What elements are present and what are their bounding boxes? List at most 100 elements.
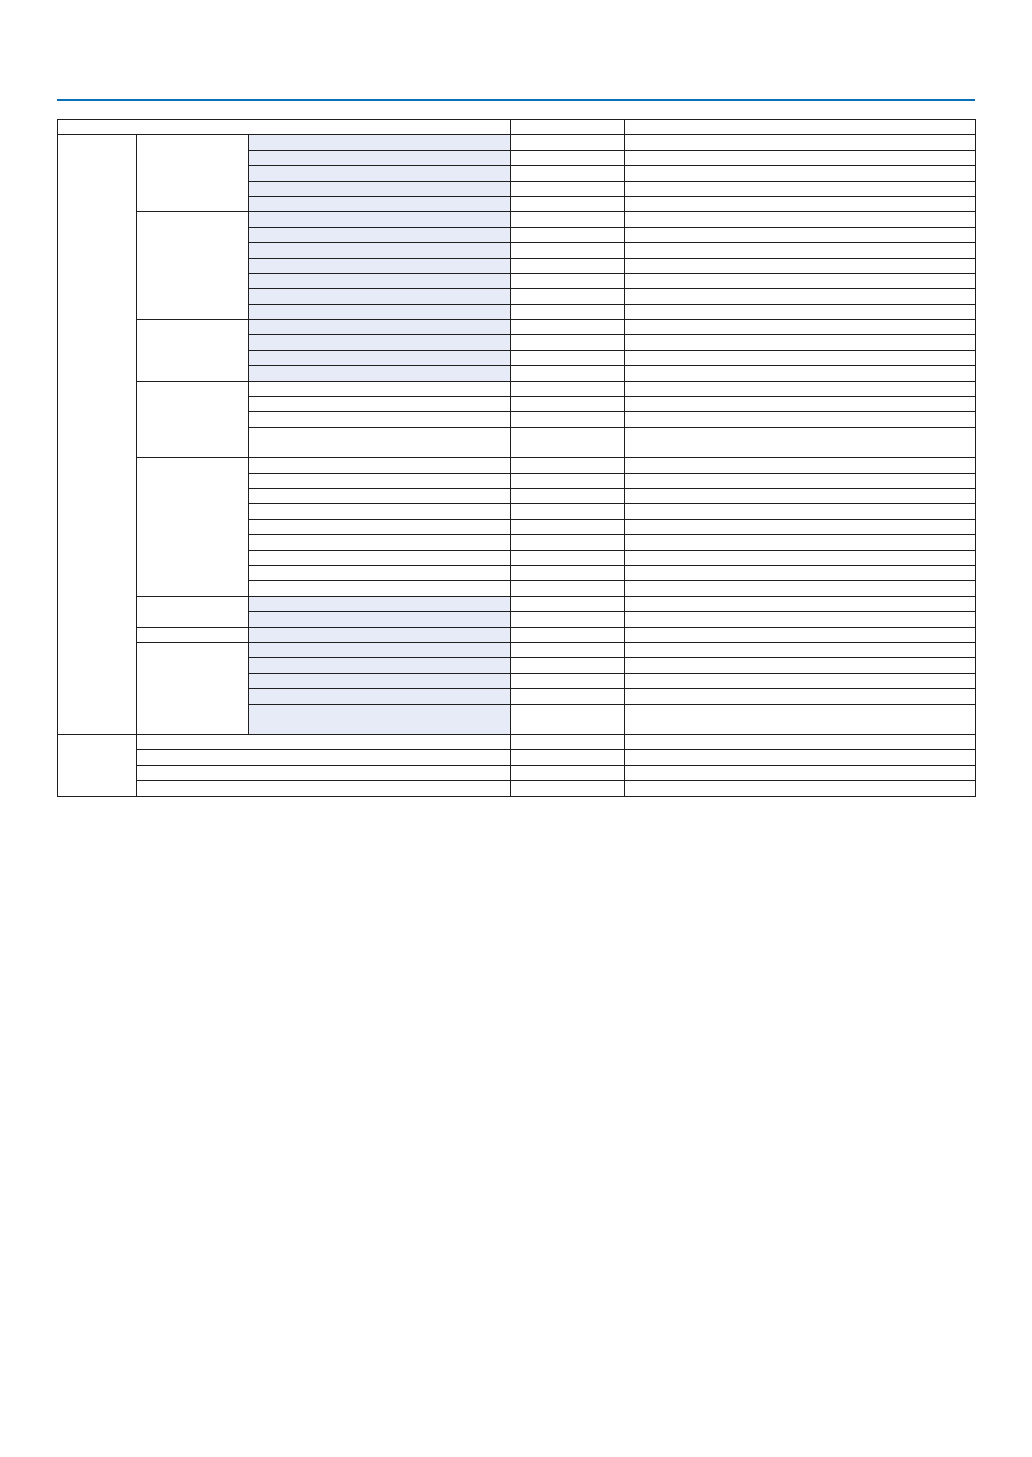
item-cell — [247, 319, 512, 336]
default-cell — [510, 272, 626, 290]
description-cell — [624, 303, 977, 321]
default-cell — [510, 134, 626, 151]
default-cell — [510, 365, 626, 382]
description-cell — [624, 411, 977, 428]
default-cell — [510, 749, 626, 766]
item-cell — [247, 549, 512, 567]
group-label-cell — [136, 134, 249, 213]
menu-table — [56, 118, 977, 797]
default-cell — [510, 396, 626, 413]
description-cell — [624, 503, 977, 520]
table-row — [58, 780, 977, 797]
item-cell — [247, 134, 512, 151]
section-label-cell — [57, 734, 137, 797]
default-cell — [510, 688, 626, 705]
item-cell — [135, 780, 512, 797]
item-cell — [247, 518, 512, 536]
default-cell — [510, 534, 626, 551]
table-row — [58, 349, 977, 367]
item-cell — [135, 734, 512, 751]
table-row — [58, 334, 977, 351]
item-cell — [135, 749, 512, 766]
default-cell — [510, 626, 626, 644]
item-cell — [247, 703, 512, 736]
description-cell — [624, 365, 977, 382]
default-cell — [510, 288, 626, 305]
default-cell — [510, 180, 626, 197]
default-cell — [510, 257, 626, 274]
description-cell — [624, 334, 977, 351]
description-cell — [624, 288, 977, 305]
description-cell — [624, 257, 977, 274]
table-row — [58, 211, 977, 321]
item-cell — [247, 242, 512, 259]
item-cell — [247, 226, 512, 244]
group-label-cell — [136, 595, 249, 628]
table-row — [58, 764, 977, 782]
description-cell — [624, 242, 977, 259]
description-cell — [624, 472, 977, 490]
item-cell — [247, 488, 512, 505]
table-row — [58, 411, 977, 428]
item-cell — [247, 365, 512, 382]
section-label-cell — [57, 134, 137, 736]
description-cell — [624, 611, 977, 628]
default-cell — [510, 411, 626, 428]
description-cell — [624, 518, 977, 536]
description-cell — [624, 488, 977, 505]
default-cell — [510, 703, 626, 736]
item-cell — [247, 195, 512, 213]
header-cell-description — [624, 118, 977, 136]
default-cell — [510, 580, 626, 597]
description-cell — [624, 703, 977, 736]
description-cell — [624, 149, 977, 167]
description-cell — [624, 380, 977, 398]
default-cell — [510, 549, 626, 567]
table-row — [58, 534, 977, 551]
description-cell — [624, 688, 977, 705]
item-cell — [247, 657, 512, 674]
description-cell — [624, 134, 977, 151]
table-body — [56, 118, 977, 797]
table-row — [58, 396, 977, 413]
item-cell — [247, 334, 512, 351]
header-cell-item — [56, 118, 512, 136]
item-cell — [135, 764, 512, 782]
description-cell — [624, 734, 977, 751]
table-row — [58, 641, 977, 736]
group-label-cell — [136, 641, 249, 736]
default-cell — [510, 457, 626, 474]
item-cell — [247, 149, 512, 167]
table-row — [57, 734, 977, 797]
table-row — [58, 180, 977, 197]
description-cell — [624, 780, 977, 797]
item-cell — [247, 534, 512, 551]
default-cell — [510, 672, 626, 690]
table-row — [58, 303, 977, 321]
item-cell — [247, 288, 512, 305]
table-row — [58, 595, 977, 628]
table-row — [58, 688, 977, 705]
default-cell — [510, 211, 626, 228]
default-cell — [510, 565, 626, 582]
default-cell — [510, 226, 626, 244]
description-cell — [624, 426, 977, 459]
item-cell — [247, 503, 512, 520]
description-cell — [624, 672, 977, 690]
item-cell — [247, 165, 512, 182]
group-label-cell — [136, 211, 249, 321]
table-row — [58, 703, 977, 736]
description-cell — [624, 595, 977, 613]
description-cell — [624, 195, 977, 213]
default-cell — [510, 764, 626, 782]
default-cell — [510, 657, 626, 674]
item-cell — [247, 672, 512, 690]
default-cell — [510, 734, 626, 751]
default-cell — [510, 426, 626, 459]
default-cell — [510, 349, 626, 367]
description-cell — [624, 626, 977, 644]
table-row — [58, 242, 977, 259]
group-label-cell — [136, 626, 249, 644]
description-cell — [624, 565, 977, 582]
default-cell — [510, 303, 626, 321]
